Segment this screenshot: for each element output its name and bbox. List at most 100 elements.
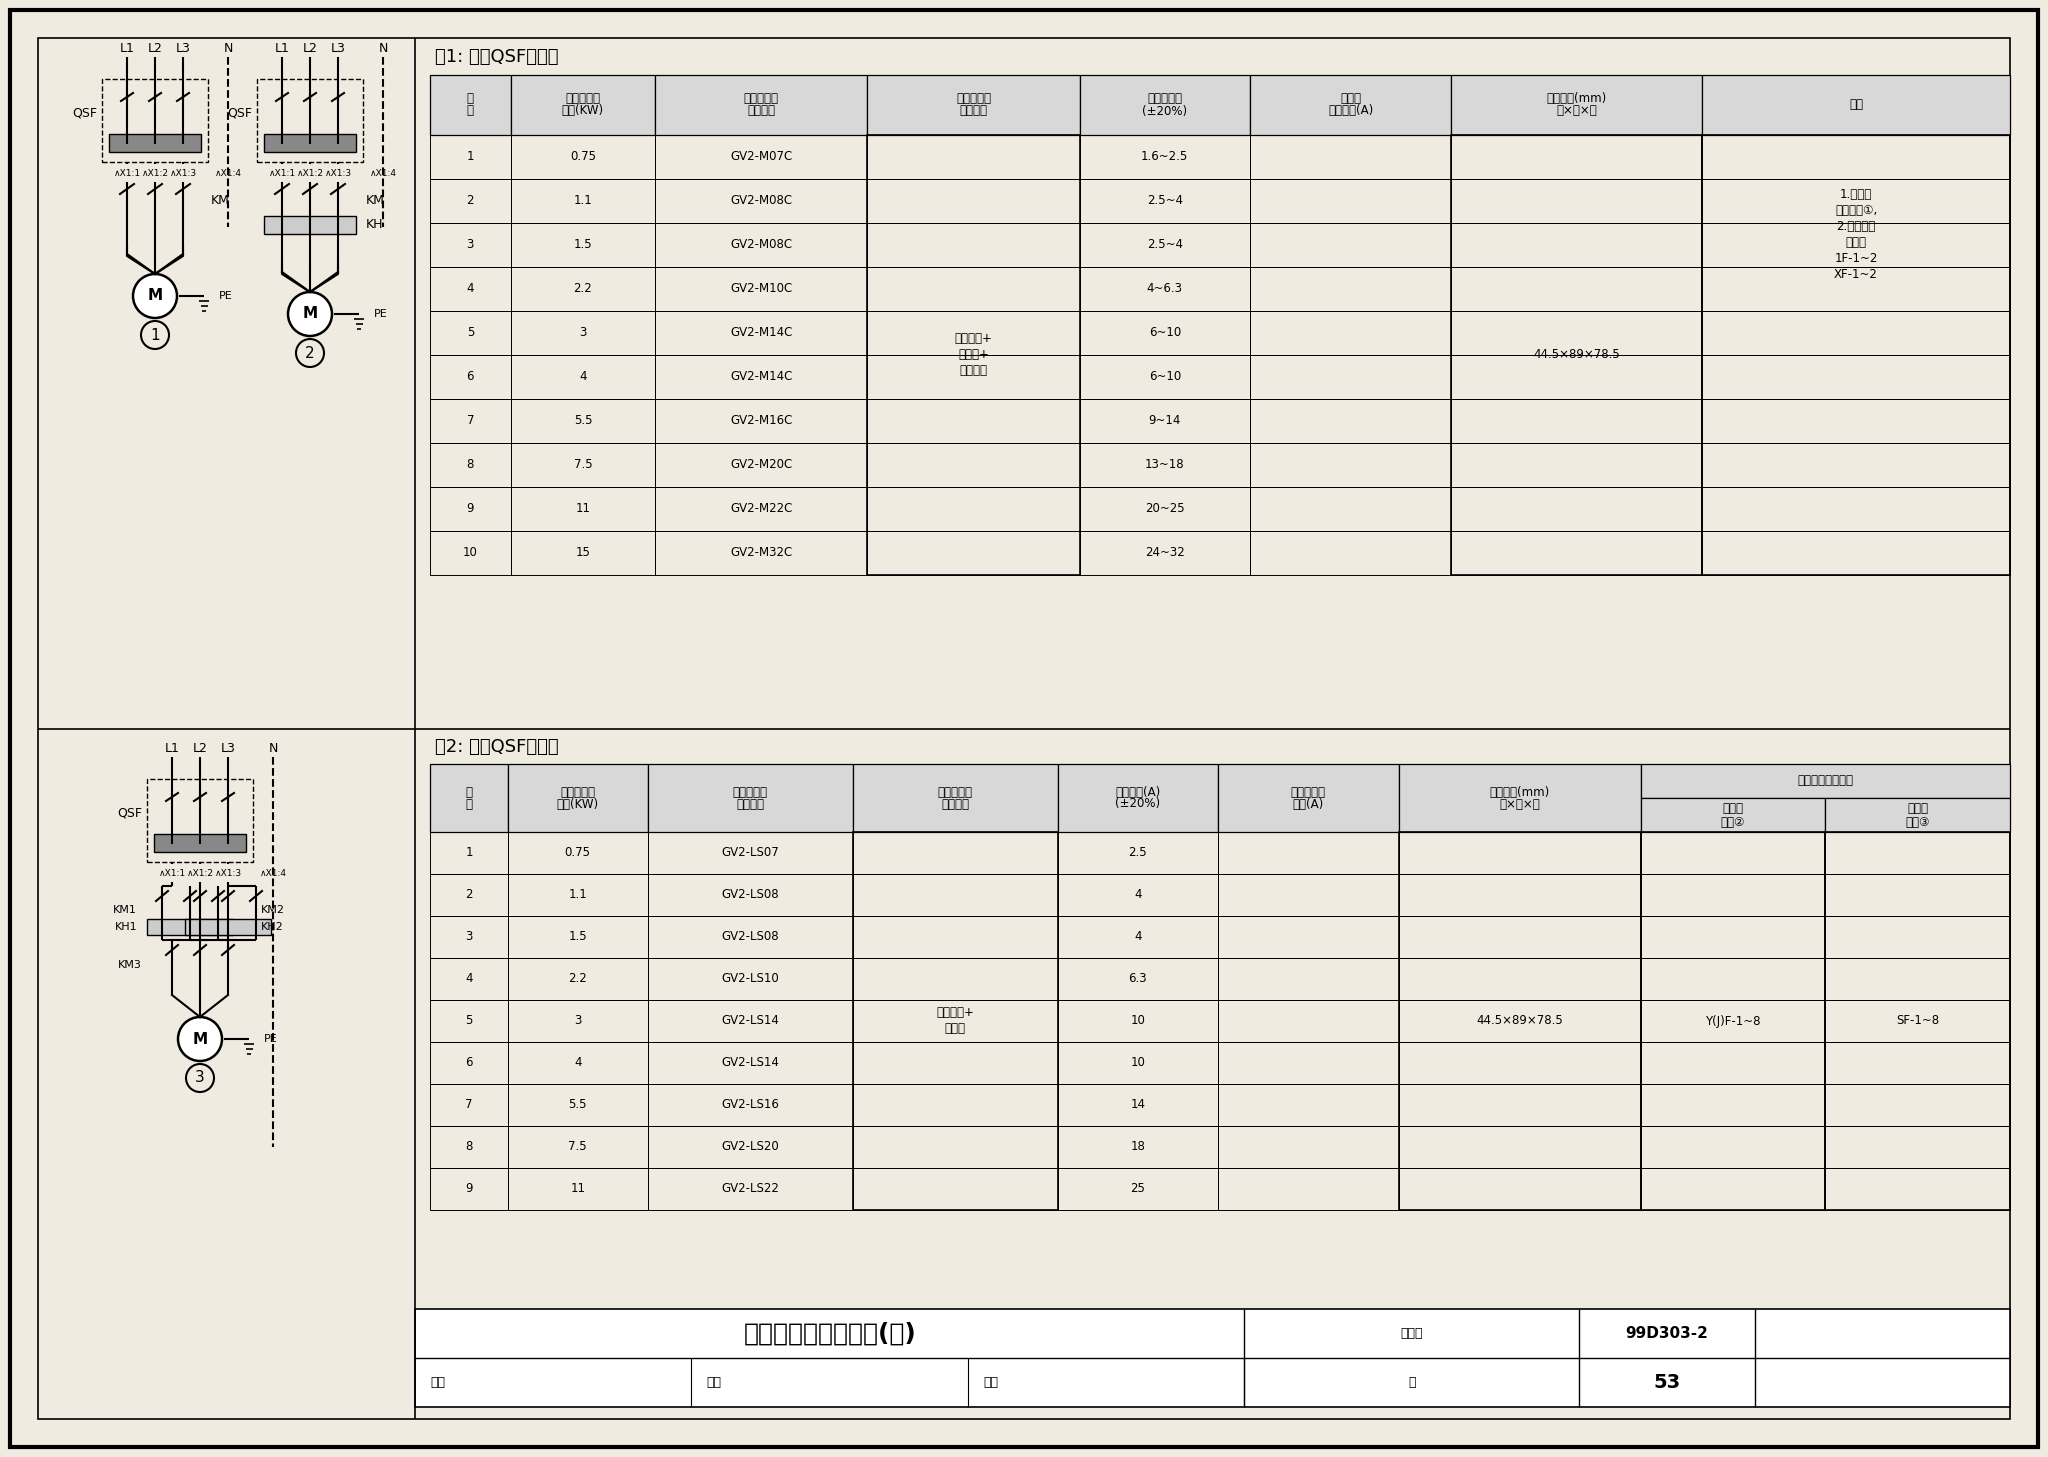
- Bar: [1452, 223, 1702, 267]
- Text: 3: 3: [465, 931, 473, 944]
- Text: 8: 8: [467, 459, 473, 472]
- Bar: [1825, 874, 2009, 916]
- Bar: [508, 874, 647, 916]
- Text: QSF: QSF: [117, 806, 141, 819]
- Text: 5.5: 5.5: [573, 414, 592, 427]
- Bar: [1079, 399, 1249, 443]
- Text: 1.5: 1.5: [573, 239, 592, 252]
- Bar: [430, 916, 508, 959]
- Text: ∧X1:2: ∧X1:2: [186, 870, 213, 879]
- Bar: [852, 1169, 1059, 1209]
- Text: KM3: KM3: [119, 960, 141, 970]
- Text: M: M: [147, 288, 162, 303]
- Text: 断路器+: 断路器+: [958, 348, 989, 361]
- Text: 审核: 审核: [430, 1375, 444, 1389]
- Bar: [1399, 959, 1640, 1000]
- Text: 方案②: 方案②: [1720, 816, 1745, 829]
- Text: 适用于: 适用于: [1845, 236, 1866, 249]
- Text: 功率(KW): 功率(KW): [561, 105, 604, 118]
- Text: L1: L1: [119, 42, 135, 55]
- Bar: [1399, 874, 1640, 916]
- Bar: [1702, 179, 2009, 223]
- Bar: [430, 399, 510, 443]
- Text: 采用方案①,: 采用方案①,: [1835, 204, 1878, 217]
- Text: 电流(A): 电流(A): [1292, 797, 1323, 810]
- Text: 号: 号: [465, 797, 473, 810]
- Text: L3: L3: [330, 42, 346, 55]
- Text: 9~14: 9~14: [1149, 414, 1182, 427]
- Text: QSF: QSF: [72, 106, 96, 119]
- Text: GV2-M10C: GV2-M10C: [731, 283, 793, 296]
- Text: 6.3: 6.3: [1128, 972, 1147, 985]
- Bar: [1219, 959, 1399, 1000]
- Text: ∧X1:1: ∧X1:1: [113, 169, 141, 179]
- Bar: [1079, 267, 1249, 310]
- Text: 2.2: 2.2: [573, 283, 592, 296]
- Text: 被控电动机: 被控电动机: [565, 92, 600, 105]
- Text: KM: KM: [367, 194, 385, 207]
- Bar: [868, 267, 1079, 310]
- Text: 2.5~4: 2.5~4: [1147, 239, 1184, 252]
- Text: 14: 14: [1130, 1099, 1145, 1112]
- Text: 99D303-2: 99D303-2: [1626, 1326, 1708, 1340]
- Bar: [1219, 832, 1399, 874]
- Bar: [1702, 267, 2009, 310]
- Text: L3: L3: [221, 743, 236, 756]
- Bar: [1059, 1000, 1219, 1042]
- Text: GV2-LS10: GV2-LS10: [721, 972, 778, 985]
- Text: 2.2: 2.2: [569, 972, 588, 985]
- Bar: [868, 136, 1079, 179]
- Text: GV2-M14C: GV2-M14C: [729, 326, 793, 339]
- Text: L3: L3: [176, 42, 190, 55]
- Bar: [655, 487, 868, 530]
- Text: N: N: [268, 743, 279, 756]
- Text: 1: 1: [150, 328, 160, 342]
- Text: 20~25: 20~25: [1145, 503, 1184, 516]
- Text: 被控电动机: 被控电动机: [561, 785, 596, 798]
- Bar: [1702, 223, 2009, 267]
- Bar: [1249, 487, 1452, 530]
- Text: (±20%): (±20%): [1143, 105, 1188, 118]
- Text: 5: 5: [465, 1014, 473, 1027]
- Bar: [430, 874, 508, 916]
- Text: ∧X1:4: ∧X1:4: [369, 169, 397, 179]
- Bar: [1249, 223, 1452, 267]
- Text: 6: 6: [465, 1056, 473, 1069]
- Bar: [430, 267, 510, 310]
- Text: 电动机保护: 电动机保护: [733, 785, 768, 798]
- Text: 1F-1~2: 1F-1~2: [1835, 252, 1878, 265]
- Text: GV2-LS22: GV2-LS22: [721, 1183, 778, 1196]
- Text: 13~18: 13~18: [1145, 459, 1184, 472]
- Bar: [510, 530, 655, 576]
- Text: 18: 18: [1130, 1141, 1145, 1154]
- Text: 电动机保护: 电动机保护: [938, 785, 973, 798]
- Bar: [868, 74, 1079, 136]
- Bar: [1640, 798, 1825, 832]
- Bar: [647, 1169, 852, 1209]
- Bar: [1452, 487, 1702, 530]
- Bar: [1825, 916, 2009, 959]
- Bar: [508, 959, 647, 1000]
- Bar: [510, 487, 655, 530]
- Text: 10: 10: [1130, 1056, 1145, 1069]
- Bar: [1079, 443, 1249, 487]
- Text: 表1: 开关QSF参数表: 表1: 开关QSF参数表: [434, 48, 559, 66]
- Bar: [655, 74, 868, 136]
- Text: 0.75: 0.75: [565, 847, 590, 860]
- Circle shape: [178, 1017, 221, 1061]
- Text: 44.5×89×78.5: 44.5×89×78.5: [1534, 348, 1620, 361]
- Text: M: M: [303, 306, 317, 322]
- Bar: [508, 1042, 647, 1084]
- Bar: [430, 74, 510, 136]
- Text: 5: 5: [467, 326, 473, 339]
- Text: 53: 53: [1653, 1372, 1681, 1391]
- Text: 9: 9: [467, 503, 473, 516]
- Text: 7: 7: [465, 1099, 473, 1112]
- Text: 隔离电器+: 隔离电器+: [936, 1007, 975, 1020]
- Text: 15: 15: [575, 546, 590, 559]
- Bar: [852, 959, 1059, 1000]
- Text: 热脱扣: 热脱扣: [1339, 92, 1362, 105]
- Text: 11: 11: [575, 503, 590, 516]
- Bar: [510, 356, 655, 399]
- Bar: [510, 267, 655, 310]
